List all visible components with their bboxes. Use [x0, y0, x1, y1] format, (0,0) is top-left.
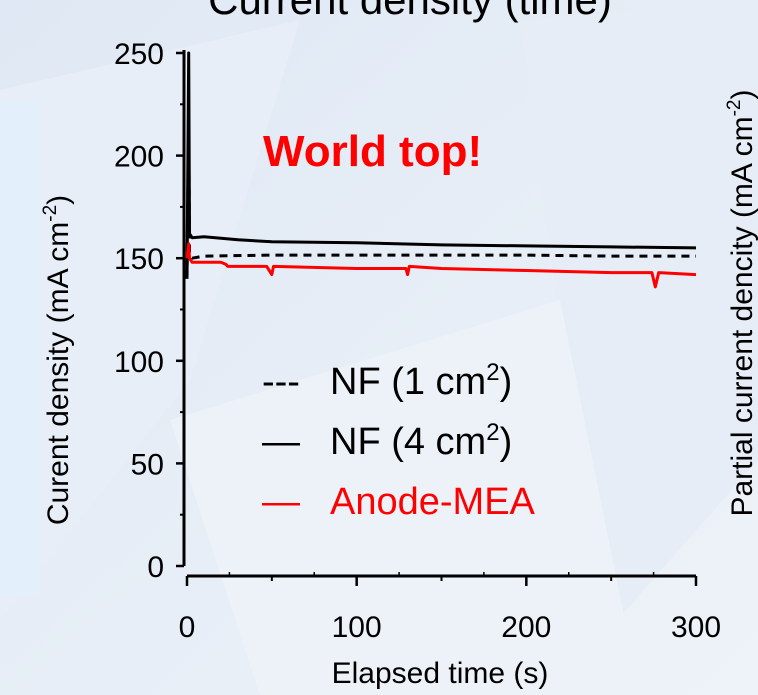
legend-symbol-dashed: ---: [262, 361, 300, 403]
legend-label-nf-4cm2-main: NF (4 cm: [330, 421, 486, 463]
legend-entry-nf-4cm2: — NF (4 cm2): [262, 419, 512, 463]
x-axis-label: Elapsed time (s): [332, 657, 549, 690]
y2-axis-label-end: ): [726, 89, 758, 99]
legend-entry-nf-1cm2: --- NF (1 cm2): [262, 359, 512, 403]
y-tick-label: 50: [131, 448, 164, 481]
legend-label-nf-1cm2-end: ): [500, 361, 513, 403]
legend: --- NF (1 cm2) — NF (4 cm2) — Anode-MEA: [262, 359, 536, 523]
y-ticks: 0 50 100 150 200 250: [114, 38, 184, 584]
legend-label-nf-4cm2-superscript: 2: [486, 419, 499, 446]
legend-label-anode-mea: Anode-MEA: [330, 481, 536, 523]
y-tick-label: 250: [114, 38, 164, 71]
world-top-annotation: World top!: [263, 127, 482, 176]
y-tick-label: 150: [114, 243, 164, 276]
chart-title: Current density (time): [208, 0, 612, 23]
legend-symbol-solid-red: —: [262, 481, 300, 523]
y-axis-label-end: ): [42, 195, 75, 205]
y-axis-label-main: Curent density (mA cm: [42, 222, 75, 525]
y-axis-label-superscript: -2: [40, 205, 61, 222]
x-tick-label: 200: [501, 611, 551, 644]
x-tick-label: 0: [179, 611, 196, 644]
y-tick-label: 200: [114, 141, 164, 174]
series-line-anode-mea: [185, 242, 697, 289]
y-axis-label: Curent density (mA cm-2): [40, 195, 75, 525]
legend-symbol-solid-black: —: [262, 421, 300, 463]
legend-label-nf-1cm2-superscript: 2: [486, 359, 499, 386]
legend-label-nf-4cm2: NF (4 cm2): [330, 419, 512, 463]
y2-axis-label-main: Partial current dencity (mA cm: [726, 116, 758, 516]
y-tick-label: 0: [147, 551, 164, 584]
x-tick-label: 300: [671, 611, 721, 644]
legend-label-nf-1cm2-main: NF (1 cm: [330, 361, 486, 403]
legend-label-nf-4cm2-end: ): [500, 421, 513, 463]
y-tick-label: 100: [114, 346, 164, 379]
series-line-nf-4cm2: [185, 51, 697, 279]
x-ticks: 0 100 200 300: [179, 572, 721, 644]
legend-label-nf-1cm2: NF (1 cm2): [330, 359, 512, 403]
legend-entry-anode-mea: — Anode-MEA: [262, 481, 536, 523]
series-layer: [185, 51, 697, 289]
y2-axis-label-superscript: -2: [724, 99, 745, 116]
y2-axis-label: Partial current dencity (mA cm-2): [724, 89, 758, 516]
x-tick-label: 100: [332, 611, 382, 644]
